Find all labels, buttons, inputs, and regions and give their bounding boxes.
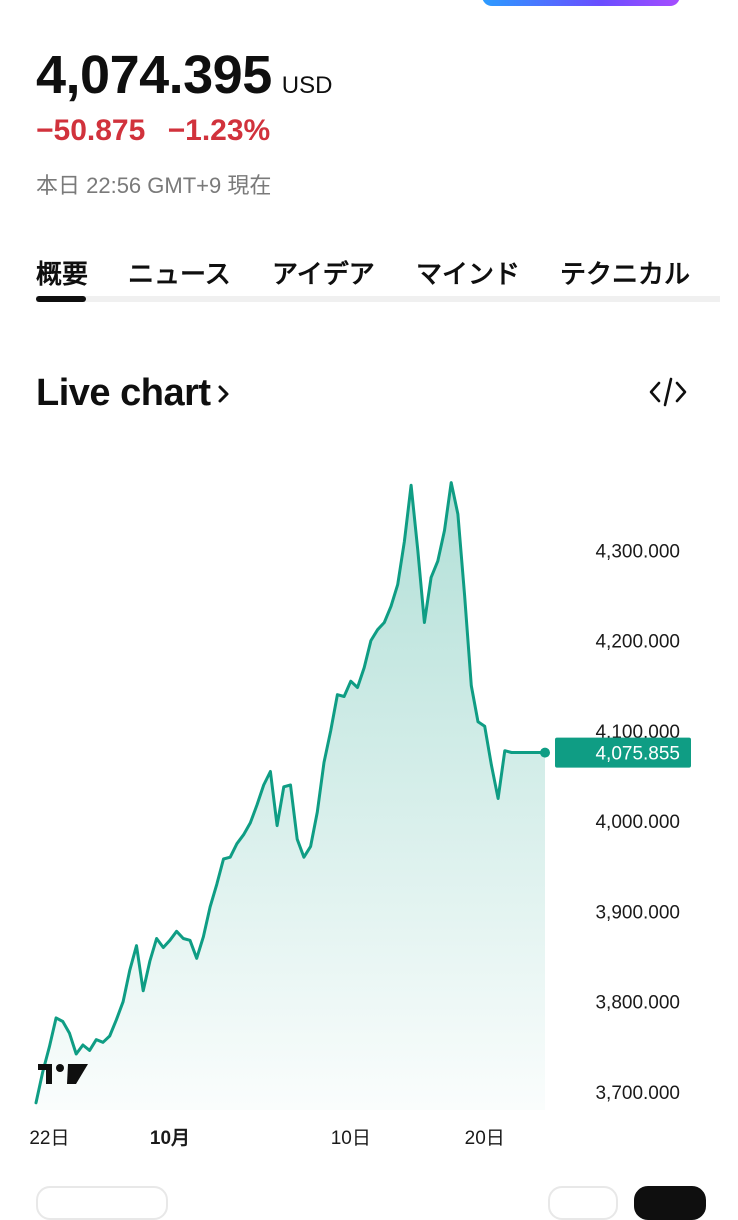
y-tick-label: 3,800.000 bbox=[595, 993, 680, 1014]
y-tick-label: 4,200.000 bbox=[595, 632, 680, 653]
chevron-right-icon bbox=[218, 385, 229, 402]
x-tick-label: 20日 bbox=[465, 1128, 505, 1149]
change-value: −50.875 bbox=[36, 114, 146, 147]
tab-overview[interactable]: 概要 bbox=[36, 259, 89, 289]
currency-label: USD bbox=[281, 72, 333, 99]
section-title: Live chart bbox=[36, 372, 211, 414]
tab-bar: 概要 ニュース アイデア マインド テクニカル bbox=[36, 254, 720, 302]
bottom-toolbar bbox=[0, 1178, 738, 1220]
chart-type-button[interactable] bbox=[548, 1186, 618, 1220]
last-price-dot bbox=[540, 747, 550, 758]
y-tick-label: 3,700.000 bbox=[595, 1083, 680, 1104]
tab-news[interactable]: ニュース bbox=[128, 259, 231, 289]
y-tick-label: 3,900.000 bbox=[595, 902, 680, 923]
x-tick-label: 10日 bbox=[331, 1128, 371, 1149]
active-tab-indicator bbox=[36, 296, 86, 302]
last-price-label-bg bbox=[555, 737, 691, 768]
price-header: 4,074.395 USD bbox=[36, 44, 332, 106]
price-line bbox=[34, 481, 547, 1105]
range-selector[interactable] bbox=[36, 1186, 168, 1220]
live-chart-link[interactable]: Live chart bbox=[36, 372, 231, 415]
code-icon[interactable] bbox=[648, 376, 688, 408]
y-axis: 3,700.000 3,800.000 3,900.000 4,000.000 4,10… bbox=[595, 541, 680, 1104]
price-change: −50.875 −1.23% bbox=[36, 114, 270, 148]
fullscreen-button[interactable] bbox=[634, 1186, 706, 1220]
last-price-label: 4,075.855 bbox=[595, 744, 680, 765]
as-of-timestamp: 本日 22:56 GMT+9 現在 bbox=[36, 173, 272, 198]
live-chart[interactable]: 3,700.000 3,800.000 3,900.000 4,000.000 4,10… bbox=[0, 440, 738, 1160]
last-price-marker: 4,075.855 bbox=[540, 737, 691, 768]
tab-technicals[interactable]: テクニカル bbox=[560, 259, 691, 289]
y-tick-label: 4,100.000 bbox=[595, 722, 680, 743]
x-axis: 22日 10月 10日 20日 bbox=[29, 1128, 504, 1149]
tab-ideas[interactable]: アイデア bbox=[272, 259, 375, 289]
tabs-divider bbox=[36, 296, 720, 302]
current-price: 4,074.395 bbox=[36, 45, 272, 105]
tradingview-logo bbox=[38, 1064, 88, 1084]
x-tick-label: 22日 bbox=[29, 1128, 69, 1149]
x-tick-label: 10月 bbox=[150, 1128, 190, 1149]
y-tick-label: 4,000.000 bbox=[595, 812, 680, 833]
change-percent: −1.23% bbox=[167, 114, 271, 147]
top-action-button[interactable] bbox=[482, 0, 680, 6]
y-tick-label: 4,300.000 bbox=[595, 541, 680, 562]
tab-minds[interactable]: マインド bbox=[416, 259, 521, 289]
